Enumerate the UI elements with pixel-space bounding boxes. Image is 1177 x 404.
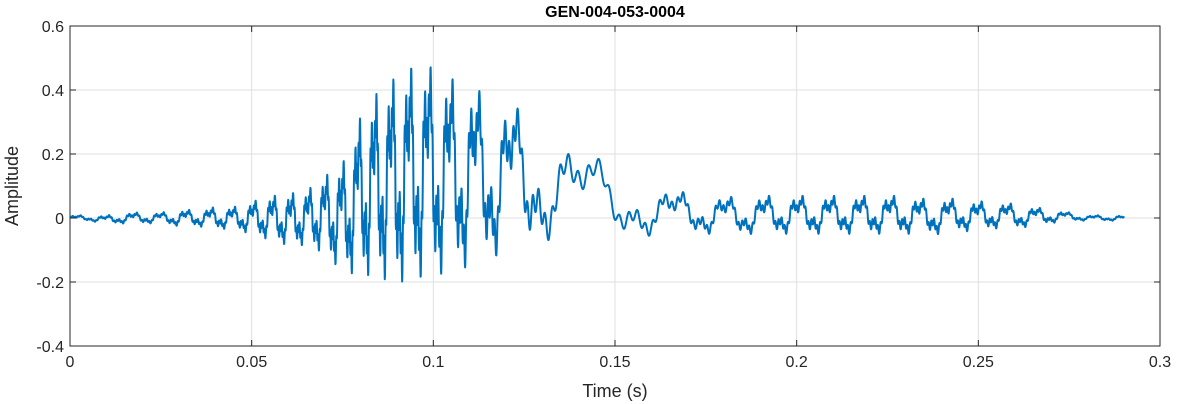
signal-line: [70, 66, 1125, 283]
y-tick-label: -0.2: [36, 275, 64, 292]
x-tick-label: 0.2: [786, 354, 808, 371]
y-axis-label: Amplitude: [2, 146, 22, 226]
y-tick-label: -0.4: [36, 339, 64, 356]
x-axis-label: Time (s): [582, 381, 647, 401]
x-tick-label: 0.1: [422, 354, 444, 371]
x-tick-label: 0: [66, 354, 75, 371]
x-tick-label: 0.05: [236, 354, 267, 371]
chart-title: GEN-004-053-0004: [545, 4, 685, 21]
x-tick-label: 0.15: [599, 354, 630, 371]
y-tick-label: 0.4: [42, 83, 64, 100]
y-axis-ticks: -0.4 -0.2 0 0.2 0.4 0.6: [36, 19, 1160, 356]
y-tick-label: 0.6: [42, 19, 64, 36]
grid-lines: [70, 26, 1160, 346]
x-tick-label: 0.25: [963, 354, 994, 371]
x-axis-ticks: 0 0.05 0.1 0.15 0.2 0.25 0.3: [66, 26, 1171, 371]
y-tick-label: 0: [55, 211, 64, 228]
x-tick-label: 0.3: [1149, 354, 1171, 371]
y-tick-label: 0.2: [42, 147, 64, 164]
